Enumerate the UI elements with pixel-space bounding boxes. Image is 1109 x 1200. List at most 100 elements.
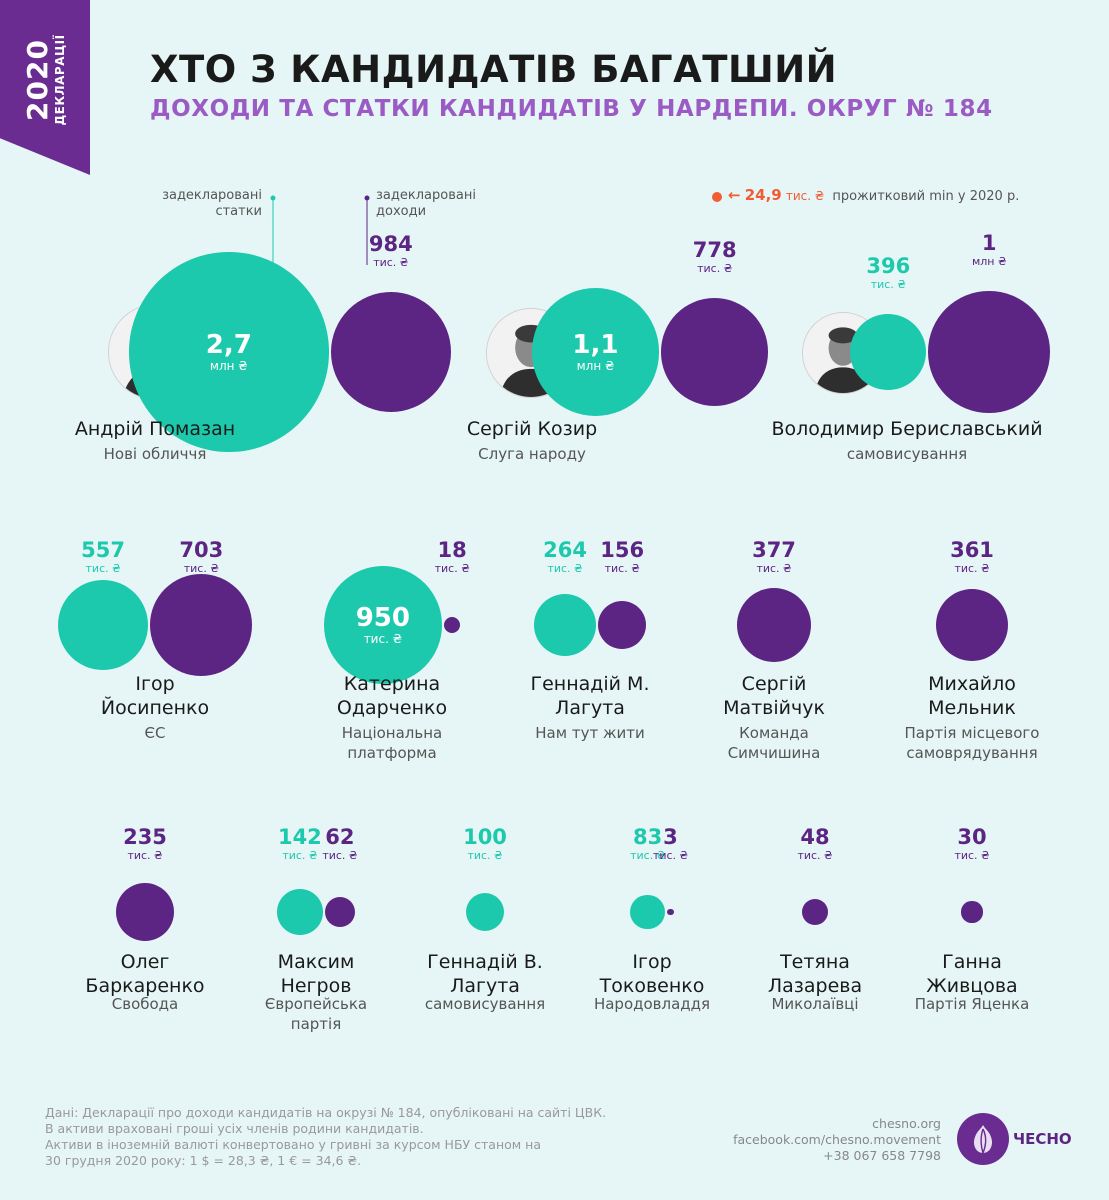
income-label: 377 тис. ₴: [752, 538, 796, 576]
assets-label: 396 тис. ₴: [866, 254, 910, 292]
phone-number: +38 067 658 7798: [823, 1148, 941, 1163]
candidate-name-line: Тетяна: [780, 951, 850, 973]
candidate-party-line: платформа: [347, 744, 437, 762]
candidate-name: Олег Баркаренко: [85, 950, 204, 998]
candidate-name: Ігор Токовенко: [600, 950, 705, 998]
assets-label-unit: тис. ₴: [630, 849, 666, 862]
assets-bubble: [630, 894, 666, 930]
income-label: 30 тис. ₴: [954, 825, 989, 863]
candidate-name: Ганна Живцова: [926, 950, 1017, 998]
income-label: 62 тис. ₴: [322, 825, 357, 863]
candidate-party-line: Партія місцевого: [904, 724, 1040, 742]
income-label: 156 тис. ₴: [600, 538, 644, 576]
assets-label-value: 264: [543, 538, 587, 562]
page-title: ХТО З КАНДИДАТІВ БАГАТШИЙ: [150, 48, 838, 91]
income-label-unit: тис. ₴: [183, 562, 219, 575]
assets-label-value: 1,1: [572, 330, 619, 360]
candidate-name-line: Лазарева: [767, 975, 863, 997]
candidate-name: Михайло Мельник: [928, 672, 1016, 720]
candidate-party-line: партія: [290, 1015, 342, 1033]
assets-label: 142 тис. ₴: [278, 825, 322, 863]
assets-label: 1,1 млн ₴: [572, 331, 618, 373]
income-label-value: 778: [692, 238, 737, 263]
assets-label-value: 396: [866, 253, 911, 278]
candidate-name-line: Одарченко: [336, 697, 448, 719]
candidate-name: Андрій Помазан: [75, 417, 235, 441]
income-label: 1 млн ₴: [972, 231, 1007, 269]
candidate-name-line: Йосипенко: [100, 697, 210, 719]
candidate-name-line: Негров: [280, 975, 352, 997]
candidate-party: ЄС: [145, 723, 166, 743]
assets-label: 83 тис. ₴: [630, 825, 665, 863]
candidate-name-line: Володимир Бериславський: [771, 418, 1043, 440]
candidate-name-line: Матвійчук: [723, 697, 825, 719]
candidate-party-line: самоврядування: [906, 744, 1038, 762]
candidate-name: Катерина Одарченко: [337, 672, 447, 720]
candidate-party: Слуга народу: [478, 444, 586, 464]
assets-label-unit: тис. ₴: [870, 277, 906, 291]
living-minimum-dot: [712, 191, 722, 202]
assets-label: 557 тис. ₴: [81, 538, 125, 576]
assets-label-value: 142: [277, 825, 322, 849]
candidate-party: Нам тут жити: [535, 723, 644, 743]
legend-assets: задекларовані статки: [162, 188, 262, 219]
assets-bubble: [531, 288, 660, 416]
income-label-unit: тис. ₴: [652, 849, 689, 862]
logo-text: ЧЕСНО: [1013, 1130, 1072, 1148]
assets-label-unit: млн ₴: [576, 359, 615, 373]
income-bubble: [330, 291, 451, 413]
income-label-value: 156: [600, 538, 645, 562]
candidate-party: самовисування: [425, 994, 545, 1014]
candidate-party-line: Свобода: [111, 995, 179, 1013]
income-label-unit: тис. ₴: [322, 849, 358, 862]
candidate-name-line: Сергій Козир: [466, 418, 598, 440]
candidate-party: Команда Симчишина: [728, 723, 821, 763]
candidate-party: Миколаївці: [771, 994, 858, 1014]
income-label-unit: млн ₴: [971, 255, 1007, 269]
site-link[interactable]: chesno.org: [872, 1116, 941, 1131]
candidate-name-line: Мельник: [928, 697, 1016, 719]
candidate-name: Геннадій М. Лагута: [530, 672, 649, 720]
candidate-party: Народовладдя: [594, 994, 710, 1014]
income-label-value: 30: [957, 825, 987, 849]
candidate-name-line: Ганна: [942, 951, 1002, 973]
income-label-value: 361: [950, 538, 994, 562]
candidate-name-line: Токовенко: [599, 975, 705, 997]
candidate-name-line: Максим: [277, 951, 355, 973]
candidate-name-line: Ігор: [135, 673, 175, 695]
income-label-value: 62: [325, 825, 355, 849]
candidate-party-line: ЄС: [144, 724, 166, 742]
income-bubble: [801, 898, 829, 926]
income-label: 361 тис. ₴: [950, 538, 994, 576]
facebook-link[interactable]: facebook.com/chesno.movement: [733, 1132, 941, 1147]
assets-label-value: 950: [355, 603, 410, 633]
candidate-party-line: Миколаївці: [771, 995, 859, 1013]
income-label-unit: тис. ₴: [434, 562, 470, 575]
assets-label-value: 83: [633, 825, 663, 849]
assets-label-unit: тис. ₴: [547, 562, 583, 575]
assets-bubble: [57, 579, 149, 671]
candidate-name-line: Геннадій М.: [530, 673, 650, 695]
footer-note: Дані: Декларації про доходи кандидатів н…: [45, 1105, 607, 1168]
income-bubble: [928, 291, 1050, 413]
candidate-party-line: Нові обличчя: [103, 445, 207, 463]
assets-label-unit: тис. ₴: [467, 849, 503, 862]
page-subtitle: ДОХОДИ ТА СТАТКИ КАНДИДАТІВ У НАРДЕПИ. О…: [150, 96, 993, 122]
assets-bubble: [533, 593, 597, 657]
income-label: 984 тис. ₴: [369, 232, 413, 270]
legend-income: задекларовані доходи: [376, 188, 476, 219]
income-label: 235 тис. ₴: [123, 825, 167, 863]
income-label-value: 984: [368, 231, 413, 256]
income-label-value: 1: [981, 231, 997, 256]
assets-label-unit: тис. ₴: [85, 562, 121, 575]
assets-bubble: [129, 252, 329, 452]
assets-label-unit: тис. ₴: [363, 632, 402, 646]
income-bubble: [667, 908, 674, 916]
candidate-name: Тетяна Лазарева: [768, 950, 862, 998]
assets-label: 100 тис. ₴: [463, 825, 507, 863]
candidate-name-line: Лагута: [450, 975, 520, 997]
candidate-name-line: Ігор: [632, 951, 672, 973]
assets-label: 264 тис. ₴: [543, 538, 587, 576]
income-label-value: 377: [752, 538, 796, 562]
income-bubble: [661, 298, 769, 406]
